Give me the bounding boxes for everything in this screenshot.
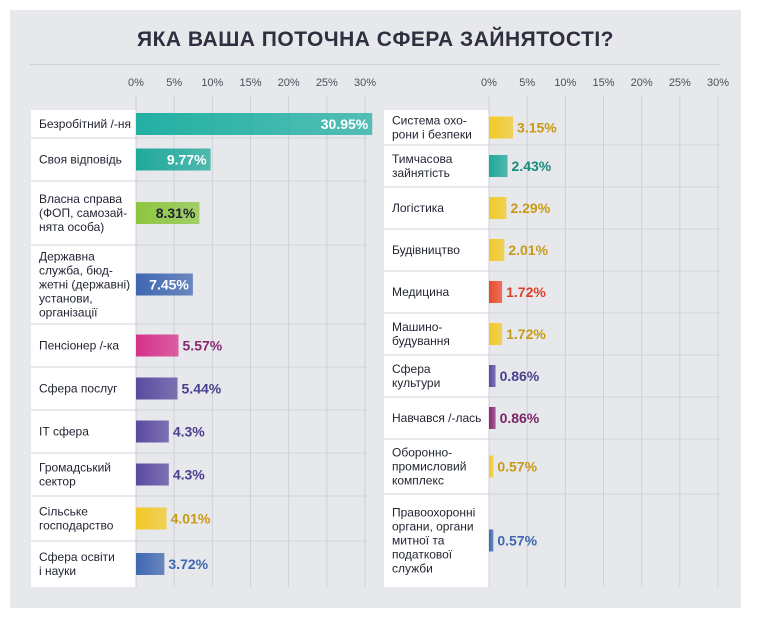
value-label: 2.01% xyxy=(508,242,548,258)
left-label-column xyxy=(31,110,136,587)
bar[interactable] xyxy=(136,463,169,486)
category-label: Медицина xyxy=(392,285,449,299)
category-label: Правоохоронні xyxy=(392,506,475,520)
bar[interactable] xyxy=(136,507,167,530)
right-label-column xyxy=(384,110,489,587)
bar[interactable] xyxy=(489,407,496,429)
category-label: рони і безпеки xyxy=(392,128,472,142)
value-label: 5.44% xyxy=(182,381,222,397)
right-tick-label: 10% xyxy=(554,77,576,89)
value-label: 8.31% xyxy=(156,205,196,221)
category-label: Своя відповідь xyxy=(39,153,122,167)
category-label: Власна справа xyxy=(39,192,122,206)
category-label: Сфера послуг xyxy=(39,382,118,396)
category-label: Сфера xyxy=(392,362,431,376)
value-label: 7.45% xyxy=(149,277,189,293)
category-label: органи, органи xyxy=(392,520,474,534)
value-label: 0.57% xyxy=(497,533,537,549)
category-label: установи, xyxy=(39,292,93,306)
value-label: 30.95% xyxy=(321,116,369,132)
left-tick-label: 0% xyxy=(128,77,144,89)
bar[interactable] xyxy=(136,553,165,575)
bar[interactable] xyxy=(489,529,494,552)
value-label: 1.72% xyxy=(506,284,546,300)
category-label: Логістика xyxy=(392,201,444,215)
category-label: податкової xyxy=(392,548,453,562)
bar[interactable] xyxy=(136,273,193,296)
right-tick-label: 5% xyxy=(519,77,535,89)
bar[interactable] xyxy=(489,239,505,261)
bar[interactable] xyxy=(489,323,503,345)
category-label: ІТ сфера xyxy=(39,425,89,439)
value-label: 3.72% xyxy=(168,556,208,572)
category-label: жетні (державні) xyxy=(39,278,130,292)
bar[interactable] xyxy=(136,334,179,357)
value-label: 0.57% xyxy=(497,459,537,475)
left-tick-label: 20% xyxy=(278,77,300,89)
category-label: комплекс xyxy=(392,474,444,488)
bar[interactable] xyxy=(489,281,503,303)
value-label: 9.77% xyxy=(167,152,207,168)
category-label: Тимчасова xyxy=(392,152,453,166)
left-tick-label: 25% xyxy=(316,77,338,89)
category-label: Навчався /-лась xyxy=(392,411,481,425)
bar[interactable] xyxy=(136,377,178,400)
bar[interactable] xyxy=(136,113,373,135)
category-label: митної та xyxy=(392,534,445,548)
right-tick-label: 15% xyxy=(592,77,614,89)
left-tick-label: 15% xyxy=(239,77,261,89)
category-label: нята особа) xyxy=(39,220,104,234)
category-label: культури xyxy=(392,376,440,390)
category-label: Державна xyxy=(39,250,95,264)
right-tick-label: 30% xyxy=(707,77,729,89)
right-tick-label: 20% xyxy=(631,77,653,89)
category-label: і науки xyxy=(39,564,76,578)
title-divider xyxy=(30,64,720,65)
value-label: 3.15% xyxy=(517,120,557,136)
category-label: будування xyxy=(392,334,450,348)
right-tick-label: 0% xyxy=(481,77,497,89)
category-label: Безробітний /-ня xyxy=(39,117,131,131)
left-tick-label: 30% xyxy=(354,77,376,89)
bar[interactable] xyxy=(136,202,200,224)
left-tick-label: 5% xyxy=(166,77,182,89)
bar[interactable] xyxy=(136,420,169,443)
category-label: Оборонно- xyxy=(392,446,452,460)
category-label: Сільське xyxy=(39,505,88,519)
bar[interactable] xyxy=(489,455,494,478)
category-label: організації xyxy=(39,306,98,320)
chart-title: ЯКА ВАША ПОТОЧНА СФЕРА ЗАЙНЯТОСТІ? xyxy=(137,28,614,51)
category-label: господарство xyxy=(39,519,114,533)
value-label: 5.57% xyxy=(183,338,223,354)
category-label: Пенсіонер /-ка xyxy=(39,339,119,353)
value-label: 2.29% xyxy=(510,200,550,216)
category-label: сектор xyxy=(39,475,76,489)
category-label: Машино- xyxy=(392,320,442,334)
bar[interactable] xyxy=(136,148,211,171)
bar[interactable] xyxy=(489,155,508,177)
category-label: промисловий xyxy=(392,460,466,474)
category-label: служби xyxy=(392,562,433,576)
bar[interactable] xyxy=(489,197,507,219)
bar[interactable] xyxy=(489,116,514,139)
bar[interactable] xyxy=(489,365,496,387)
value-label: 0.86% xyxy=(500,410,540,426)
category-label: Сфера освіти xyxy=(39,550,115,564)
category-label: Громадський xyxy=(39,461,111,475)
value-label: 4.01% xyxy=(171,511,211,527)
value-label: 0.86% xyxy=(500,368,540,384)
right-tick-label: 25% xyxy=(669,77,691,89)
category-label: Будівництво xyxy=(392,243,460,257)
value-label: 4.3% xyxy=(173,424,205,440)
value-label: 2.43% xyxy=(512,158,552,174)
category-label: служба, бюд- xyxy=(39,264,113,278)
category-label: (ФОП, самозай- xyxy=(39,206,127,220)
value-label: 1.72% xyxy=(506,326,546,342)
left-tick-label: 10% xyxy=(201,77,223,89)
category-label: зайнятість xyxy=(392,166,450,180)
value-label: 4.3% xyxy=(173,467,205,483)
category-label: Система охо- xyxy=(392,114,467,128)
